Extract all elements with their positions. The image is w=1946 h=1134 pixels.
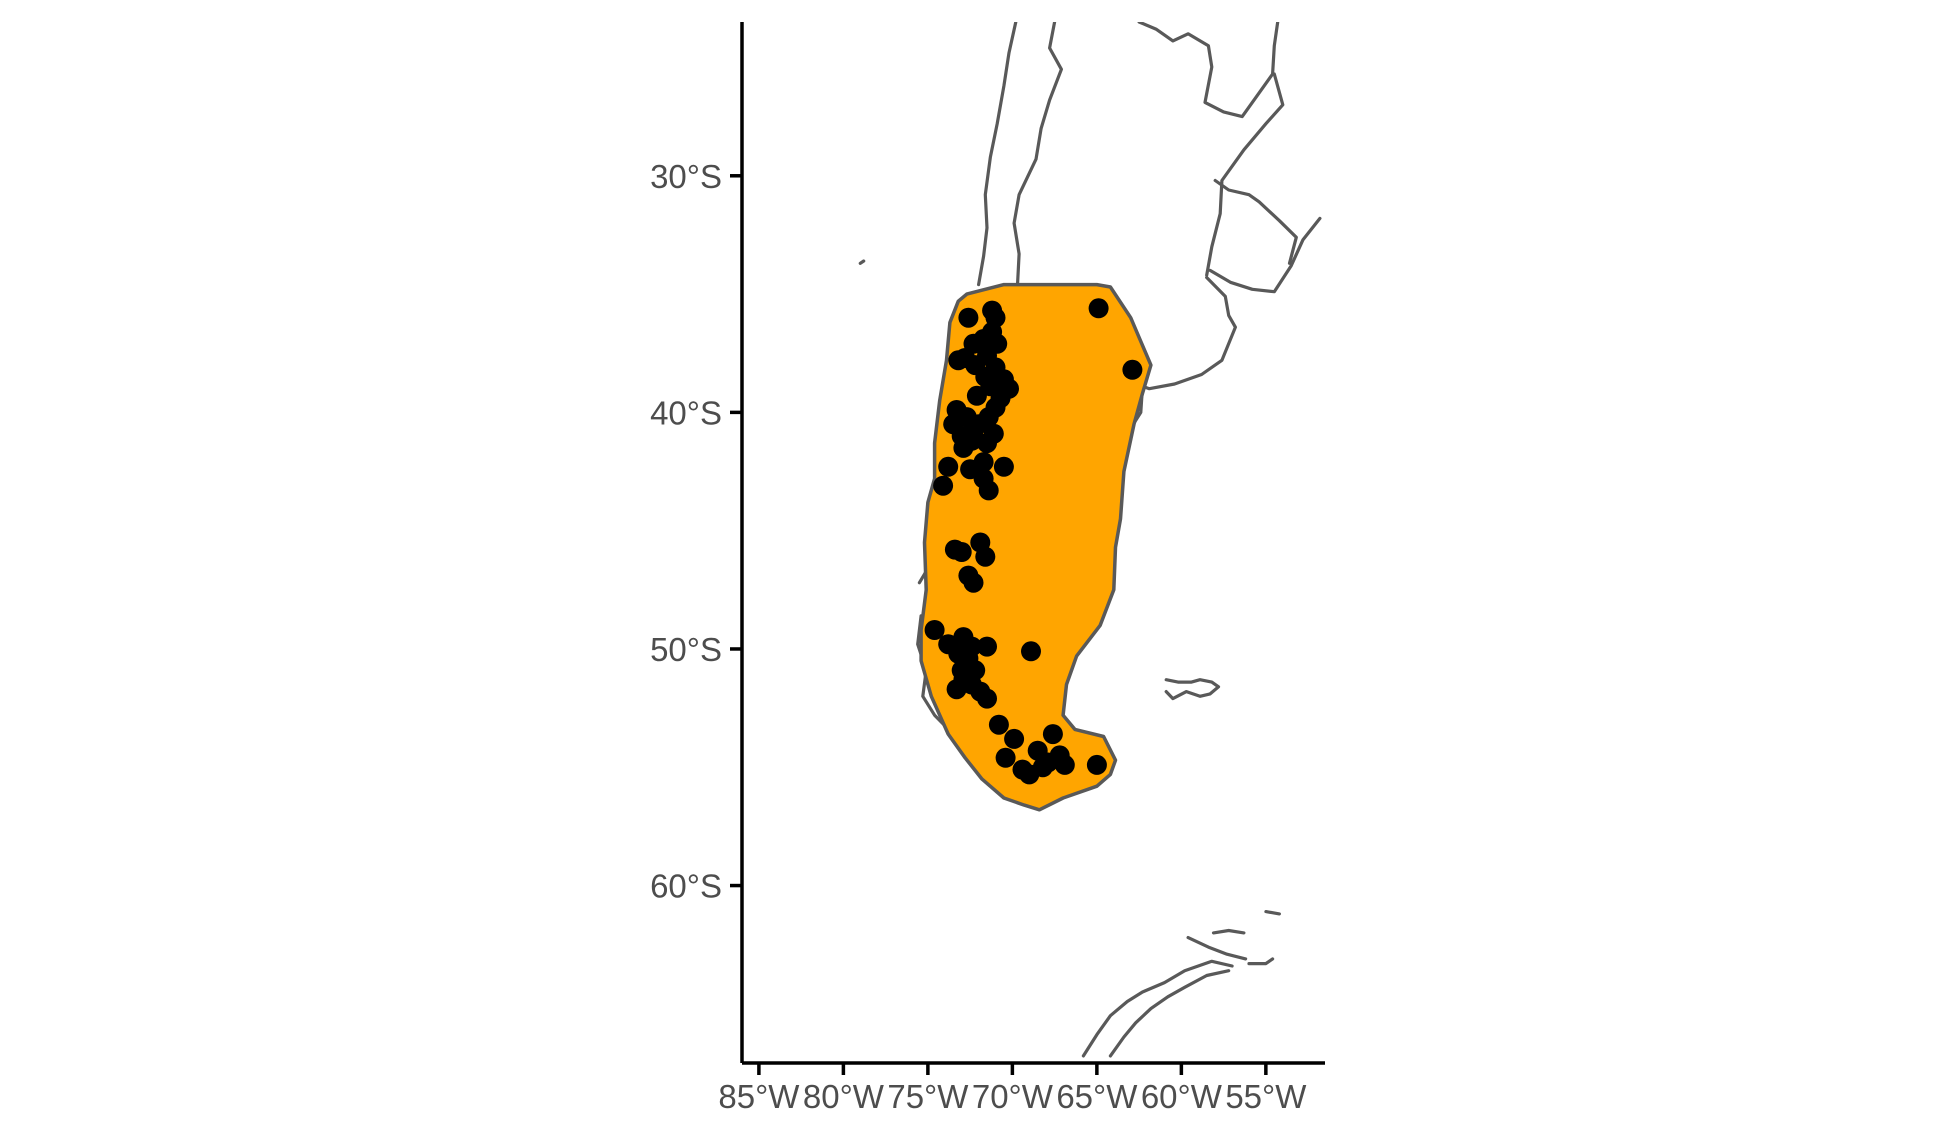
occurrence-point-41 [951, 542, 972, 562]
coastline-17 [1264, 910, 1281, 916]
occurrence-point-30 [977, 433, 997, 454]
occurrence-point-71 [1086, 754, 1107, 775]
occurrence-point-63 [995, 747, 1016, 768]
occurrence-point-69 [1054, 754, 1075, 775]
coastline-0 [977, 22, 1018, 287]
occurrence-point-0 [1088, 298, 1109, 319]
x-tick-label-0: 85°W [718, 1078, 800, 1115]
occurrence-point-44 [963, 572, 984, 593]
y-tick-label-1: 40°S [650, 394, 722, 431]
occurrence-point-37 [978, 480, 999, 501]
occurrence-point-33 [938, 456, 959, 477]
coastline-6 [1140, 275, 1237, 391]
occurrence-point-52 [1021, 641, 1041, 662]
coastline-8 [858, 259, 866, 265]
occurrence-point-42 [975, 546, 996, 567]
occurrence-point-60 [988, 714, 1009, 735]
x-tick-label-1: 80°W [803, 1078, 885, 1115]
y-tick-label-3: 60°S [650, 868, 722, 905]
occurrence-point-61 [1004, 728, 1025, 749]
coastline-5 [1208, 216, 1322, 294]
x-tick-label-5: 60°W [1141, 1078, 1223, 1115]
x-tick-label-6: 55°W [1225, 1078, 1307, 1115]
occurrence-point-70 [1019, 764, 1040, 785]
coastline-1 [1012, 22, 1063, 289]
coastline-4 [1213, 178, 1298, 265]
occurrence-point-57 [946, 679, 967, 700]
coastline-16 [1186, 936, 1248, 961]
occurrence-point-1 [1122, 359, 1143, 380]
x-tick-label-4: 65°W [1056, 1078, 1138, 1115]
coastline-15 [1108, 969, 1231, 1058]
y-tick-label-0: 30°S [650, 158, 722, 195]
coastline-14 [1081, 959, 1234, 1058]
occurrence-point-31 [953, 437, 974, 458]
coastline-3 [1205, 72, 1285, 277]
occurrence-points-layer [924, 298, 1143, 785]
x-tick-label-3: 70°W [972, 1078, 1054, 1115]
coastline-12 [1164, 678, 1221, 701]
coastline-18 [1247, 957, 1275, 966]
coastline-2 [1137, 22, 1280, 119]
occurrence-point-49 [977, 636, 997, 657]
coastline-13 [1211, 928, 1246, 935]
occurrence-point-18 [966, 385, 987, 406]
x-tick-label-2: 75°W [887, 1078, 969, 1115]
occurrence-point-59 [977, 688, 997, 709]
occurrence-point-35 [993, 456, 1014, 477]
axes: 30°S 40°S 50°S 60°S 85°W 80°W 75°W 70°W 65°W 60°W… [650, 22, 1325, 1115]
occurrence-point-62 [1042, 724, 1063, 745]
y-tick-label-2: 50°S [650, 631, 722, 668]
occurrence-point-45 [924, 620, 945, 640]
occurrence-point-38 [933, 475, 954, 496]
occurrence-point-2 [958, 307, 979, 328]
